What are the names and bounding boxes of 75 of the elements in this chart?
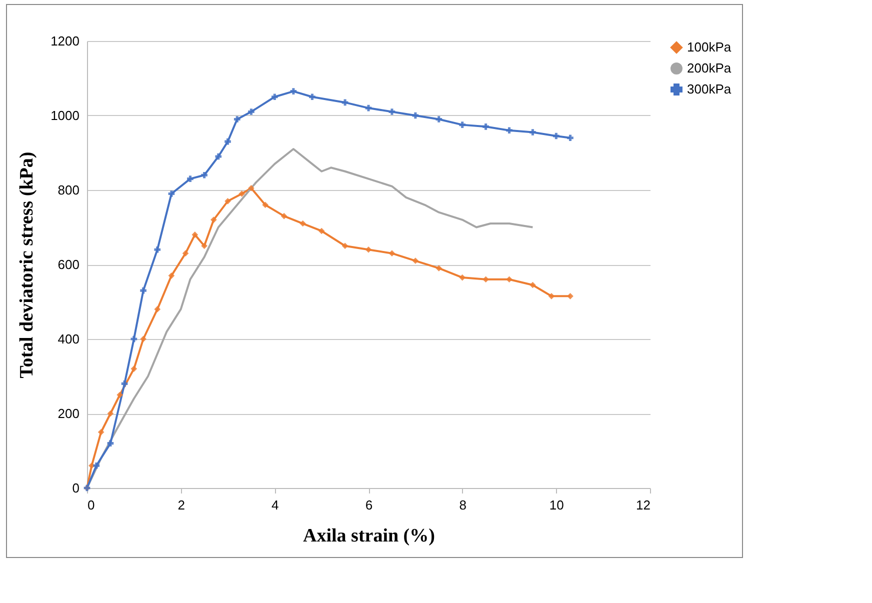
point — [436, 265, 442, 272]
y-tick-label: 1200 — [50, 34, 80, 48]
x-tick-label: 12 — [636, 498, 650, 512]
point — [215, 153, 222, 160]
y-tick-label: 200 — [58, 406, 80, 421]
point — [365, 104, 372, 112]
y-tick-label: 0 — [72, 480, 80, 496]
point — [210, 216, 217, 223]
point — [154, 306, 161, 312]
point — [300, 220, 306, 227]
point — [530, 129, 536, 136]
point — [342, 242, 348, 250]
point — [248, 184, 254, 192]
point — [567, 134, 574, 142]
point — [130, 336, 138, 342]
point — [234, 116, 240, 122]
point — [342, 99, 348, 106]
point — [224, 198, 231, 204]
point — [187, 176, 194, 182]
point — [182, 250, 189, 256]
point — [168, 272, 175, 279]
y-tick-label: 400 — [58, 332, 80, 346]
point — [201, 172, 208, 178]
x-tick-label: 8 — [459, 498, 466, 512]
point — [248, 108, 254, 115]
point — [168, 190, 175, 197]
x-tick-label: 2 — [178, 498, 185, 512]
x-tick-label: 6 — [365, 498, 373, 512]
point — [290, 88, 297, 94]
point — [482, 124, 489, 130]
point — [224, 138, 231, 145]
point — [192, 232, 198, 238]
legend-label: 200kPa — [687, 60, 732, 76]
point — [121, 380, 128, 387]
legend-label: 300kPa — [687, 82, 732, 96]
point — [412, 112, 419, 119]
point — [262, 202, 268, 208]
point — [459, 274, 466, 281]
point — [459, 122, 466, 128]
point — [272, 94, 278, 100]
point — [130, 366, 138, 372]
point — [201, 242, 208, 250]
point — [140, 287, 146, 294]
point — [553, 132, 560, 140]
point — [107, 410, 114, 417]
x-tick-label: 0 — [88, 498, 95, 512]
point — [482, 276, 489, 283]
point — [154, 246, 161, 253]
x-axis-title: Axila strain (%) — [303, 526, 435, 546]
point — [436, 116, 442, 122]
y-axis-title: Total deviatoric stress (kPa) — [16, 152, 38, 378]
point — [238, 190, 245, 197]
legend-label: 100kPa — [687, 40, 732, 54]
point — [140, 336, 146, 342]
point — [506, 127, 512, 134]
point — [116, 392, 124, 398]
point — [548, 293, 555, 300]
point — [388, 250, 396, 256]
point — [567, 293, 574, 300]
x-tick-label: 4 — [272, 498, 279, 512]
point — [280, 212, 288, 220]
point — [318, 228, 325, 234]
point — [309, 94, 316, 100]
point — [107, 440, 114, 446]
point — [530, 282, 536, 288]
point — [365, 246, 372, 253]
point — [412, 258, 419, 264]
point — [506, 276, 512, 283]
y-tick-label: 600 — [58, 257, 80, 272]
point — [98, 428, 104, 436]
point — [93, 462, 100, 469]
y-tick-label: 800 — [58, 182, 80, 198]
y-tick-label: 1000 — [50, 108, 80, 123]
x-tick-label: 10 — [549, 498, 564, 512]
point — [388, 108, 396, 115]
